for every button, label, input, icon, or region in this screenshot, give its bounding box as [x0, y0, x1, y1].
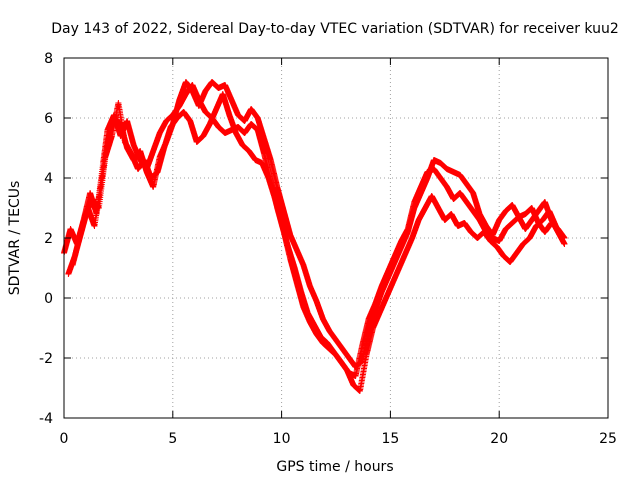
series-points-branch-c — [69, 91, 566, 394]
x-tick-label: 15 — [381, 431, 399, 447]
y-tick-label: 8 — [44, 51, 53, 67]
y-tick-label: 2 — [44, 231, 53, 247]
x-tick-label: 20 — [490, 431, 508, 447]
y-tick-label: 6 — [44, 111, 53, 127]
series-branch-c — [69, 91, 566, 394]
x-tick-label: 5 — [168, 431, 177, 447]
y-tick-label: 4 — [44, 171, 53, 187]
y-tick-label: 0 — [44, 291, 53, 307]
y-axis-label: SDTVAR / TECUs — [7, 181, 23, 296]
points — [61, 79, 568, 394]
x-tick-label: 0 — [60, 431, 69, 447]
ticks: 0 5 10 15 20 25 -4 -2 0 2 4 6 8 — [39, 51, 617, 447]
chart-title: Day 143 of 2022, Sidereal Day-to-day VTE… — [51, 21, 619, 37]
y-tick-label: -2 — [39, 351, 53, 367]
x-axis-label: GPS time / hours — [276, 459, 393, 475]
x-tick-label: 25 — [599, 431, 617, 447]
y-tick-label: -4 — [39, 411, 53, 427]
x-tick-label: 10 — [273, 431, 291, 447]
